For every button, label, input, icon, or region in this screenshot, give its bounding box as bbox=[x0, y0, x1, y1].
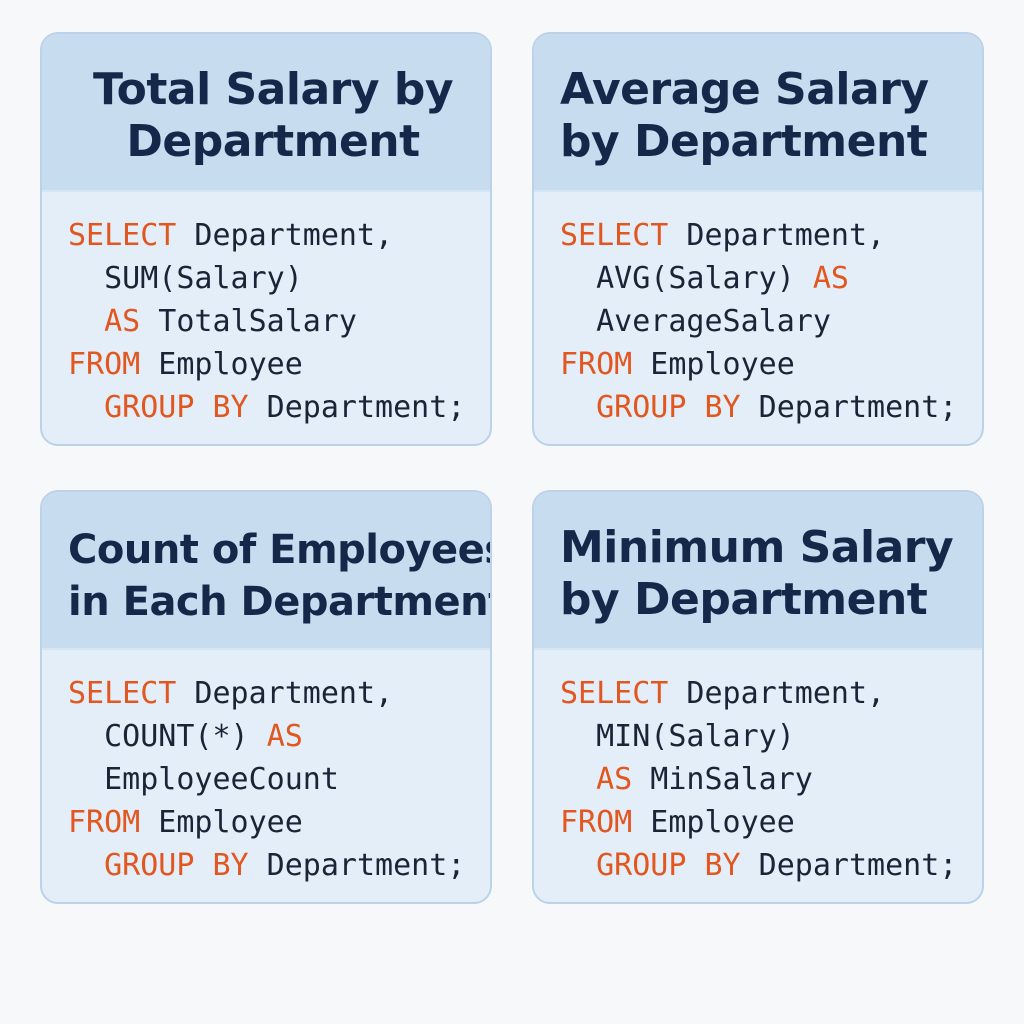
sql-text: Department, bbox=[668, 218, 886, 253]
sql-text: COUNT(*) bbox=[68, 719, 267, 754]
code-line: FROM Employee bbox=[560, 801, 982, 844]
sql-text bbox=[560, 762, 596, 797]
sql-text: MinSalary bbox=[632, 762, 813, 797]
sql-keyword: FROM bbox=[560, 347, 633, 382]
sql-text: Department, bbox=[176, 218, 394, 253]
sql-text: Employee bbox=[632, 347, 795, 382]
code-line: SELECT Department, bbox=[68, 672, 490, 715]
sql-text bbox=[68, 848, 104, 883]
code-line: AVG(Salary) AS bbox=[560, 257, 982, 300]
code-block: SELECT Department, AVG(Salary) AS Averag… bbox=[534, 192, 982, 429]
code-line: SELECT Department, bbox=[560, 214, 982, 257]
sql-text: Department, bbox=[668, 676, 886, 711]
card-title: Minimum Salary bbox=[560, 522, 954, 573]
query-card: Average Salary by Department SELECT Depart… bbox=[532, 32, 984, 446]
sql-text: SUM(Salary) bbox=[68, 261, 303, 296]
sql-keyword: SELECT bbox=[68, 676, 177, 711]
code-line: EmployeeCount bbox=[68, 758, 490, 801]
code-line: AS TotalSalary bbox=[68, 300, 490, 343]
sql-text: Employee bbox=[632, 805, 795, 840]
code-line: FROM Employee bbox=[560, 343, 982, 386]
sql-text: TotalSalary bbox=[140, 304, 357, 339]
sql-text: Employee bbox=[140, 805, 303, 840]
sql-text: Department; bbox=[740, 848, 958, 883]
card-title: Count of Employees bbox=[68, 527, 492, 573]
sql-text: AVG(Salary) bbox=[560, 261, 813, 296]
card-title: Department bbox=[126, 116, 420, 167]
card-header: Minimum Salary by Department bbox=[534, 492, 982, 650]
sql-keyword: SELECT bbox=[560, 218, 669, 253]
sql-text bbox=[68, 304, 104, 339]
sql-text: Department; bbox=[740, 390, 958, 425]
card-header: Average Salary by Department bbox=[534, 34, 982, 192]
sql-keyword: AS bbox=[104, 304, 141, 339]
sql-keyword: SELECT bbox=[68, 218, 177, 253]
card-title: Average Salary bbox=[560, 64, 929, 115]
code-line: AS MinSalary bbox=[560, 758, 982, 801]
code-block: SELECT Department, SUM(Salary) AS TotalS… bbox=[42, 192, 490, 429]
card-title: Total Salary by bbox=[92, 64, 454, 115]
sql-text bbox=[560, 390, 596, 425]
card-title: in Each Department bbox=[68, 579, 492, 625]
sql-text: Department; bbox=[248, 390, 466, 425]
code-line: GROUP BY Department; bbox=[560, 386, 982, 429]
sql-keyword: AS bbox=[812, 261, 849, 296]
code-line: SELECT Department, bbox=[560, 672, 982, 715]
sql-keyword: AS bbox=[266, 719, 303, 754]
code-line: MIN(Salary) bbox=[560, 715, 982, 758]
code-block: SELECT Department, MIN(Salary) AS MinSal… bbox=[534, 650, 982, 887]
card-header: Count of Employees in Each Department bbox=[42, 492, 490, 650]
query-card: Count of Employees in Each Department SELE… bbox=[40, 490, 492, 904]
query-card: Minimum Salary by Department SELECT Depart… bbox=[532, 490, 984, 904]
sql-text: Employee bbox=[140, 347, 303, 382]
sql-text: AverageSalary bbox=[560, 304, 831, 339]
code-line: GROUP BY Department; bbox=[68, 844, 490, 887]
sql-keyword: GROUP BY bbox=[104, 848, 249, 883]
card-title: by Department bbox=[560, 116, 928, 167]
sql-text: Department, bbox=[176, 676, 394, 711]
sql-text bbox=[560, 848, 596, 883]
code-line: COUNT(*) AS bbox=[68, 715, 490, 758]
sql-text: Department; bbox=[248, 848, 466, 883]
sql-text: EmployeeCount bbox=[68, 762, 339, 797]
query-card: Total Salary by Department SELECT Departme… bbox=[40, 32, 492, 446]
code-line: SUM(Salary) bbox=[68, 257, 490, 300]
code-line: FROM Employee bbox=[68, 801, 490, 844]
sql-keyword: FROM bbox=[560, 805, 633, 840]
card-title: by Department bbox=[560, 574, 928, 625]
code-block: SELECT Department, COUNT(*) AS EmployeeC… bbox=[42, 650, 490, 887]
sql-text: MIN(Salary) bbox=[560, 719, 795, 754]
sql-keyword: FROM bbox=[68, 805, 141, 840]
card-header: Total Salary by Department bbox=[42, 34, 490, 192]
code-line: GROUP BY Department; bbox=[560, 844, 982, 887]
code-line: GROUP BY Department; bbox=[68, 386, 490, 429]
sql-keyword: SELECT bbox=[560, 676, 669, 711]
sql-keyword: AS bbox=[596, 762, 633, 797]
sql-keyword: GROUP BY bbox=[596, 848, 741, 883]
sql-text bbox=[68, 390, 104, 425]
sql-keyword: GROUP BY bbox=[104, 390, 249, 425]
code-line: AverageSalary bbox=[560, 300, 982, 343]
code-line: FROM Employee bbox=[68, 343, 490, 386]
sql-keyword: GROUP BY bbox=[596, 390, 741, 425]
code-line: SELECT Department, bbox=[68, 214, 490, 257]
sql-keyword: FROM bbox=[68, 347, 141, 382]
